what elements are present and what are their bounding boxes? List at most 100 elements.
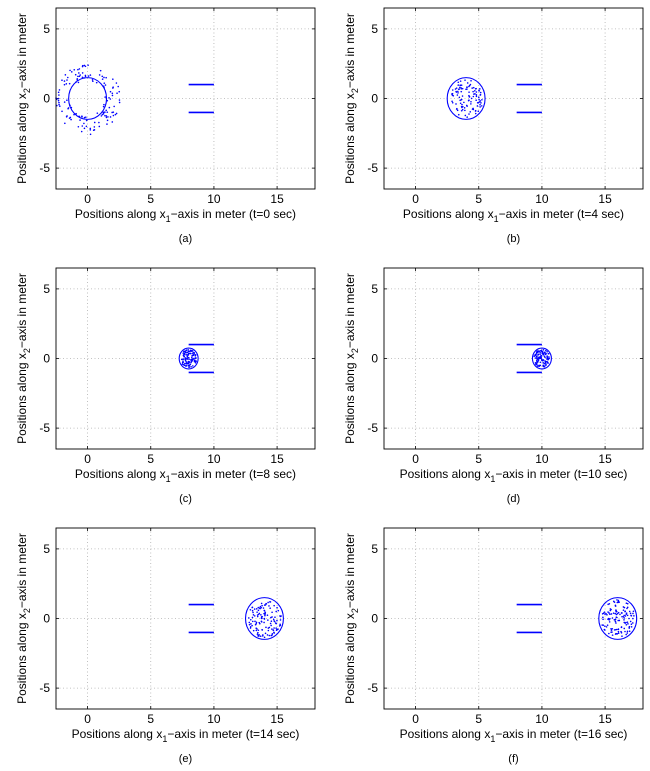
agent-point bbox=[479, 103, 481, 106]
agent-point bbox=[607, 617, 610, 620]
agent-point bbox=[464, 109, 466, 112]
agent-point bbox=[260, 602, 263, 605]
agent-point bbox=[470, 79, 472, 82]
panel-caption: (f) bbox=[508, 753, 518, 765]
agent-point bbox=[250, 623, 252, 625]
y-tick-label: 5 bbox=[371, 542, 378, 556]
agent-point bbox=[457, 81, 460, 84]
agent-point bbox=[456, 94, 459, 96]
agent-point bbox=[63, 80, 66, 82]
agent-point bbox=[622, 615, 625, 618]
agent-point bbox=[470, 103, 472, 105]
x-tick-label: 5 bbox=[475, 712, 482, 726]
agent-point bbox=[264, 614, 266, 617]
agent-point bbox=[546, 356, 549, 358]
agent-point bbox=[255, 622, 258, 625]
agent-point bbox=[251, 609, 254, 612]
x-tick-label: 15 bbox=[598, 452, 612, 466]
agent-point bbox=[541, 350, 544, 353]
agent-point bbox=[460, 109, 463, 112]
agent-point bbox=[100, 115, 103, 117]
agent-point bbox=[270, 620, 273, 622]
agent-point bbox=[626, 632, 629, 634]
axes-box bbox=[383, 267, 644, 450]
agent-point bbox=[277, 609, 280, 612]
agent-point bbox=[273, 631, 275, 634]
agent-point bbox=[466, 86, 468, 88]
agent-point bbox=[183, 352, 186, 355]
formation-circle bbox=[446, 77, 486, 120]
agent-point bbox=[184, 362, 186, 365]
agent-point bbox=[264, 632, 267, 635]
agent-point bbox=[66, 76, 69, 79]
agent-point bbox=[609, 613, 611, 615]
agent-point bbox=[106, 123, 108, 125]
agent-point bbox=[259, 605, 262, 608]
agent-point bbox=[466, 105, 468, 107]
agent-point bbox=[69, 69, 71, 72]
agent-point bbox=[460, 98, 463, 101]
agent-point bbox=[184, 350, 186, 353]
agent-point bbox=[540, 358, 543, 361]
agent-point bbox=[476, 105, 479, 107]
agent-point bbox=[475, 94, 478, 96]
agent-point bbox=[632, 610, 635, 613]
agent-point bbox=[116, 92, 118, 94]
agent-point bbox=[623, 619, 625, 621]
agent-point bbox=[266, 634, 269, 636]
agent-point bbox=[540, 355, 543, 357]
y-axis-label: Positions along x2−axis in meter bbox=[15, 273, 32, 444]
agent-point bbox=[89, 74, 92, 76]
agent-point bbox=[257, 629, 260, 632]
agent-point bbox=[544, 351, 546, 354]
agent-point bbox=[618, 601, 620, 603]
agent-point bbox=[260, 617, 263, 620]
agent-point bbox=[611, 634, 614, 636]
agent-point bbox=[479, 88, 481, 90]
agent-point bbox=[538, 356, 540, 358]
x-tick-label: 10 bbox=[535, 712, 549, 726]
agent-point bbox=[77, 81, 80, 84]
agent-point bbox=[615, 609, 617, 612]
agent-point bbox=[481, 98, 483, 101]
agent-point bbox=[276, 606, 278, 609]
agent-point bbox=[112, 86, 114, 88]
agent-point bbox=[273, 627, 275, 629]
agent-point bbox=[621, 615, 623, 618]
agent-point bbox=[69, 116, 72, 119]
y-tick-label: 0 bbox=[43, 352, 50, 366]
agent-point bbox=[620, 612, 623, 614]
agent-point bbox=[271, 628, 273, 630]
x-axis-label: Positions along x1−axis in meter (t=8 se… bbox=[75, 467, 296, 484]
agent-point bbox=[92, 80, 94, 83]
x-tick-label: 15 bbox=[270, 192, 284, 206]
agent-point bbox=[540, 356, 542, 359]
agent-point bbox=[84, 74, 87, 77]
agent-point bbox=[542, 349, 545, 351]
agent-point bbox=[183, 350, 185, 353]
agent-point bbox=[103, 82, 106, 84]
y-tick-label: 5 bbox=[43, 542, 50, 556]
agent-point bbox=[611, 617, 614, 619]
agent-point bbox=[188, 364, 191, 367]
agent-point bbox=[83, 127, 86, 130]
agent-point bbox=[478, 98, 480, 101]
agent-point bbox=[608, 602, 611, 605]
agent-point bbox=[65, 83, 68, 85]
agent-point bbox=[255, 621, 258, 624]
agent-point bbox=[98, 121, 100, 124]
agent-point bbox=[451, 89, 454, 91]
agent-point bbox=[249, 626, 252, 628]
agent-point bbox=[256, 628, 258, 630]
panel-caption: (b) bbox=[507, 233, 520, 245]
agent-point bbox=[58, 103, 60, 106]
agent-point bbox=[617, 628, 620, 630]
agent-point bbox=[612, 600, 615, 603]
agent-point bbox=[261, 604, 263, 607]
agent-point bbox=[186, 355, 189, 358]
x-tick-label: 10 bbox=[207, 712, 221, 726]
agent-point bbox=[262, 634, 264, 636]
